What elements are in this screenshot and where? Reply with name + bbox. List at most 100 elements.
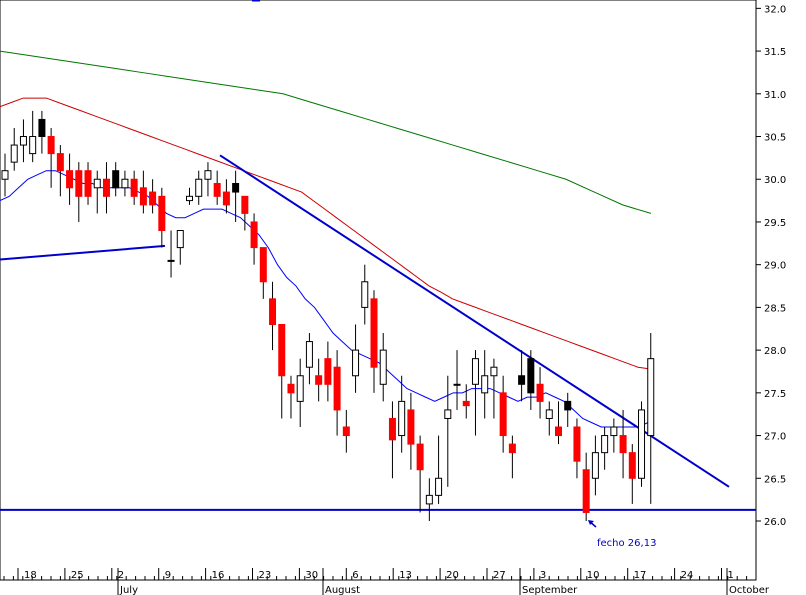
candle-body xyxy=(195,178,203,197)
candle-body xyxy=(102,178,110,197)
x-tick-label: 1 xyxy=(728,570,734,581)
candle-body xyxy=(573,426,581,462)
candle-body xyxy=(296,375,304,402)
candle-body xyxy=(555,426,562,437)
x-tick-label: 23 xyxy=(259,570,272,581)
x-tick-label: 13 xyxy=(399,570,412,581)
candle-body xyxy=(186,195,193,202)
downtrend-line xyxy=(219,154,730,488)
y-tick-label: 29.5 xyxy=(764,218,786,229)
candle-body xyxy=(176,230,184,249)
candle-body xyxy=(269,298,277,325)
x-tick-label: 6 xyxy=(352,570,358,581)
candle-body xyxy=(241,195,249,214)
candle-body xyxy=(38,118,46,138)
candle-body xyxy=(149,191,157,206)
candle-body xyxy=(564,400,572,411)
candle-body xyxy=(499,392,507,437)
candle-body xyxy=(139,187,147,206)
candle-body xyxy=(232,183,240,193)
candle-body xyxy=(518,375,526,385)
annotation-arrowhead xyxy=(588,520,594,525)
candle-body xyxy=(352,349,360,377)
candle-body xyxy=(545,409,553,419)
candle-body xyxy=(278,323,286,377)
candle-body xyxy=(259,247,267,283)
candle-body xyxy=(582,469,590,513)
x-tick-label: 20 xyxy=(446,570,459,581)
month-label: October xyxy=(729,585,770,595)
y-tick-label: 27.0 xyxy=(764,432,786,443)
y-tick-label: 26.0 xyxy=(764,517,786,528)
candle-body xyxy=(490,366,498,377)
y-tick-label: 32.0 xyxy=(764,4,786,15)
candle-body xyxy=(398,400,406,437)
candle-body xyxy=(19,136,27,146)
candle-body xyxy=(370,298,378,368)
candle-body xyxy=(342,426,350,437)
candle-body xyxy=(158,195,166,232)
y-tick-label: 30.5 xyxy=(764,133,786,144)
candle-body xyxy=(462,400,470,407)
support-line-left xyxy=(0,244,166,261)
y-tick-label: 26.5 xyxy=(764,474,786,485)
candle-body xyxy=(453,383,461,386)
candle-body xyxy=(204,170,212,180)
candle-body xyxy=(93,178,101,189)
y-tick-label: 28.5 xyxy=(764,303,786,314)
candle-body xyxy=(84,170,92,197)
candle-body xyxy=(444,409,452,419)
y-tick-label: 29.0 xyxy=(764,261,786,272)
candle-body xyxy=(471,358,479,385)
month-label: July xyxy=(119,585,138,595)
x-tick-label: 24 xyxy=(681,570,694,581)
candle-body xyxy=(167,259,175,262)
y-tick-label: 28.0 xyxy=(764,346,786,357)
candle-body xyxy=(647,358,655,437)
x-tick-label: 9 xyxy=(165,570,171,581)
candle-body xyxy=(47,136,55,155)
candle-body xyxy=(112,170,120,189)
month-label: September xyxy=(522,585,578,595)
candle-body xyxy=(508,443,516,454)
ma-long-line xyxy=(0,50,652,214)
candle-body xyxy=(481,375,489,394)
candle-body xyxy=(29,136,37,155)
candle-body xyxy=(56,153,64,172)
candle-body xyxy=(1,170,9,180)
candle-body xyxy=(287,383,295,394)
x-tick-label: 16 xyxy=(212,570,225,581)
candle-body xyxy=(591,452,599,479)
annotation-label: fecho 26,13 xyxy=(597,538,656,549)
candle-body xyxy=(628,452,636,479)
x-tick-label: 3 xyxy=(540,570,546,581)
candle-body xyxy=(601,435,609,454)
plot-frame xyxy=(0,0,757,581)
x-tick-label: 18 xyxy=(24,570,37,581)
candle-body xyxy=(425,494,433,505)
candle-body xyxy=(435,477,443,496)
candle-body xyxy=(250,221,258,249)
candle-body xyxy=(610,426,618,437)
x-tick-label: 27 xyxy=(493,570,506,581)
candle-body xyxy=(315,375,323,385)
candle-body xyxy=(213,183,221,197)
candle-body xyxy=(10,144,18,163)
candle-body xyxy=(527,358,535,394)
y-tick-label: 31.0 xyxy=(764,90,786,101)
candle-body xyxy=(638,409,646,479)
y-tick-label: 31.5 xyxy=(764,47,786,58)
candle-body xyxy=(333,366,341,411)
candle-body xyxy=(619,435,627,454)
candle-body xyxy=(324,358,332,385)
candle-body xyxy=(361,281,369,308)
month-label: August xyxy=(325,585,360,595)
x-tick-label: 10 xyxy=(587,570,600,581)
y-tick-label: 27.5 xyxy=(764,389,786,400)
candle-body xyxy=(121,178,129,189)
x-tick-label: 17 xyxy=(634,570,647,581)
ma-mid-line xyxy=(0,97,650,370)
candle-body xyxy=(416,443,424,471)
candle-body xyxy=(536,383,544,402)
candle-body xyxy=(388,417,396,441)
